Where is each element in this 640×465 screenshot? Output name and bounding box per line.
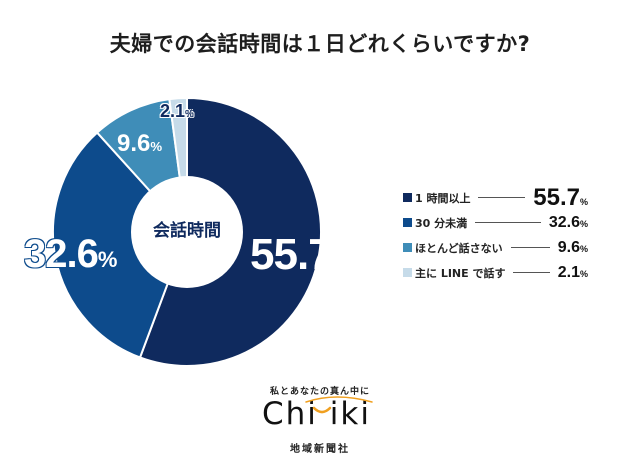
- donut-center-label: 会話時間: [153, 221, 221, 241]
- leader-line: [478, 197, 526, 198]
- chiiki-logo: Chi iki: [262, 396, 382, 432]
- legend-item-mostly-line: 主に LINE で話す 2.1%: [403, 260, 588, 285]
- slice-label-1h-plus: 55.7%: [250, 230, 353, 279]
- logo-tagline: 私とあなたの真ん中に: [269, 387, 370, 397]
- legend-swatch: [403, 218, 412, 227]
- legend-label: 30 分未満: [415, 216, 468, 230]
- slice-label-under-30min: 32.6%: [24, 232, 117, 276]
- legend-label: ほとんど話さない: [415, 241, 503, 255]
- legend-swatch: [403, 243, 412, 252]
- legend-swatch: [403, 268, 412, 277]
- leader-line: [513, 272, 550, 273]
- company-name: 地域新聞社: [290, 444, 350, 455]
- legend-value: 9.6%: [557, 238, 588, 256]
- donut-slice: [52, 131, 189, 359]
- legend-label: 1 時間以上: [415, 191, 471, 205]
- legend-swatch: [403, 193, 412, 202]
- legend-value: 2.1%: [557, 263, 588, 281]
- chart-title: 夫婦での会話時間は１日どれくらいですか?: [109, 32, 531, 56]
- chart-legend: 1 時間以上 55.7% 30 分未満 32.6% ほとんど話さない 9.6% …: [403, 183, 588, 285]
- leader-line: [510, 247, 550, 248]
- slice-label-rarely-talk: 9.6%: [117, 130, 163, 157]
- legend-item-under-30min: 30 分未満 32.6%: [403, 210, 588, 235]
- slice-label-mostly-line: 2.1%: [160, 101, 194, 121]
- smile-arc-icon: [305, 396, 373, 414]
- legend-label: 主に LINE で話す: [415, 266, 506, 280]
- legend-item-1h-plus: 1 時間以上 55.7%: [403, 183, 588, 211]
- legend-value: 32.6%: [548, 213, 588, 231]
- legend-item-rarely-talk: ほとんど話さない 9.6%: [403, 235, 588, 260]
- donut-hole: [131, 176, 243, 288]
- legend-value: 55.7%: [533, 183, 588, 211]
- leader-line: [475, 222, 541, 223]
- logo-wordmark: Chi iki: [262, 396, 371, 432]
